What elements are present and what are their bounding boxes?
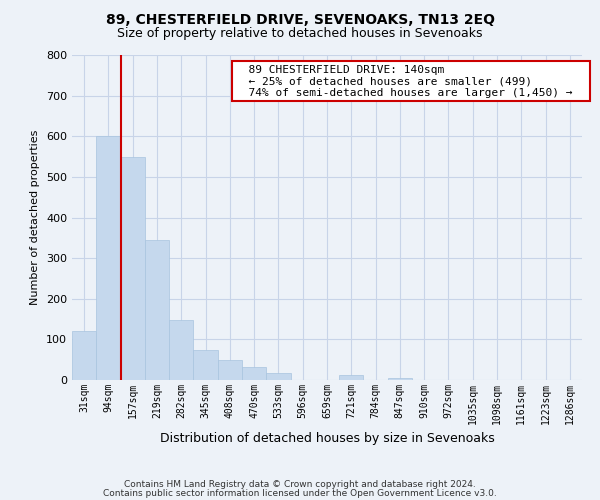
Bar bbox=[242, 366, 266, 380]
Y-axis label: Number of detached properties: Number of detached properties bbox=[31, 130, 40, 305]
Text: 89, CHESTERFIELD DRIVE, SEVENOAKS, TN13 2EQ: 89, CHESTERFIELD DRIVE, SEVENOAKS, TN13 … bbox=[106, 12, 494, 26]
Bar bbox=[169, 320, 193, 380]
Bar bbox=[266, 372, 290, 380]
Text: Contains public sector information licensed under the Open Government Licence v3: Contains public sector information licen… bbox=[103, 488, 497, 498]
Text: Contains HM Land Registry data © Crown copyright and database right 2024.: Contains HM Land Registry data © Crown c… bbox=[124, 480, 476, 489]
Bar bbox=[121, 156, 145, 380]
Bar bbox=[193, 350, 218, 380]
Text: Size of property relative to detached houses in Sevenoaks: Size of property relative to detached ho… bbox=[117, 28, 483, 40]
Bar bbox=[96, 136, 121, 380]
Bar bbox=[218, 360, 242, 380]
X-axis label: Distribution of detached houses by size in Sevenoaks: Distribution of detached houses by size … bbox=[160, 432, 494, 445]
Bar bbox=[388, 378, 412, 380]
Text: 89 CHESTERFIELD DRIVE: 140sqm
  ← 25% of detached houses are smaller (499)
  74%: 89 CHESTERFIELD DRIVE: 140sqm ← 25% of d… bbox=[235, 64, 586, 98]
Bar bbox=[145, 240, 169, 380]
Bar bbox=[72, 331, 96, 380]
Bar bbox=[339, 375, 364, 380]
